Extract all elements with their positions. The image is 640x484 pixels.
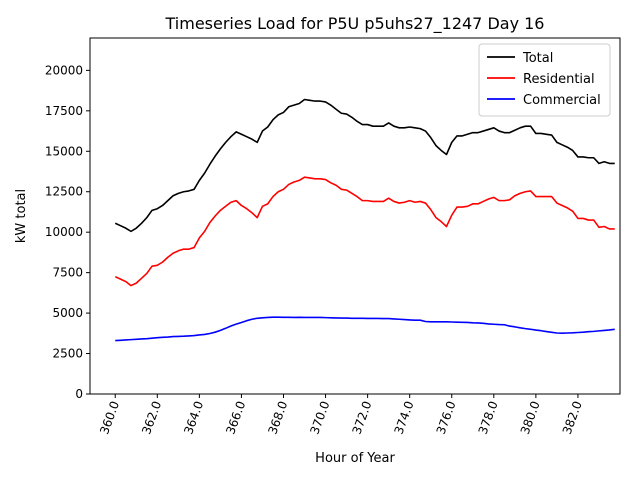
series-line-total [114, 98, 615, 233]
legend-label-residential: Residential [523, 72, 595, 87]
legend-box [478, 43, 611, 117]
legend-label-total: Total [522, 51, 553, 66]
y-tick-label: 2500 [52, 347, 83, 361]
y-tick-label: 7500 [52, 266, 83, 280]
y-tick-label: 10000 [45, 225, 83, 239]
y-axis-label: kW total [14, 189, 29, 243]
x-axis-label: Hour of Year [315, 451, 395, 466]
y-tick-label: 20000 [45, 63, 83, 77]
legend-label-commercial: Commercial [523, 93, 601, 108]
y-tick-label: 15000 [45, 144, 83, 158]
y-tick-label: 17500 [45, 104, 83, 118]
series-line-commercial [115, 316, 615, 342]
y-tick-label: 0 [75, 387, 83, 401]
chart-title: Timeseries Load for P5U p5uhs27_1247 Day… [165, 14, 545, 34]
series-line-residential [114, 176, 615, 287]
legend: Total Residential Commercial [478, 43, 611, 117]
series-lines [114, 98, 615, 342]
y-axis: 0 2500 5000 7500 10000 12500 15000 17500 20000 [45, 63, 90, 401]
plot-frame [89, 37, 621, 395]
y-tick-label: 12500 [45, 185, 83, 199]
y-tick-label: 5000 [52, 306, 83, 320]
